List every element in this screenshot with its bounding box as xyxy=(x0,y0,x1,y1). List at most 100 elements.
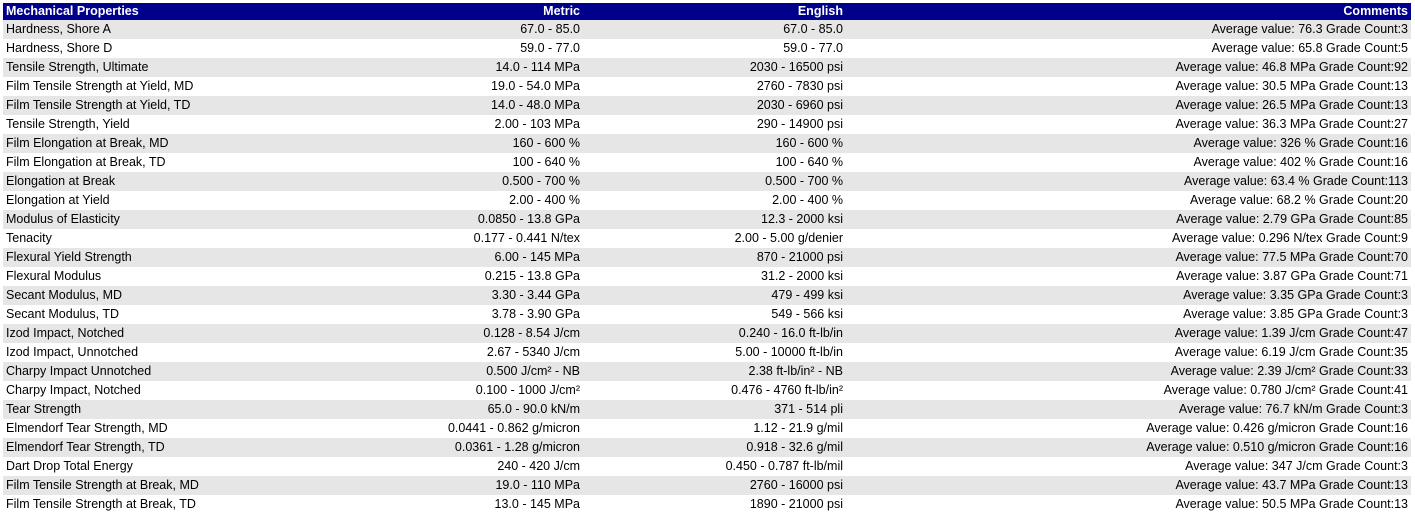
comments-cell: Average value: 347 J/cm Grade Count:3 xyxy=(846,457,1411,476)
property-name-cell: Hardness, Shore A xyxy=(3,20,353,39)
comments-cell: Average value: 326 % Grade Count:16 xyxy=(846,134,1411,153)
table-row: Elongation at Yield 2.00 - 400 % 2.00 - 40… xyxy=(3,191,1411,210)
comments-cell: Average value: 0.780 J/cm² Grade Count:4… xyxy=(846,381,1411,400)
table-row: Elmendorf Tear Strength, MD 0.0441 - 0.86… xyxy=(3,419,1411,438)
property-name-cell: Tensile Strength, Yield xyxy=(3,115,353,134)
table-row: Hardness, Shore A 67.0 - 85.0 67.0 - 85.0 A… xyxy=(3,20,1411,39)
header-mechanical-properties: Mechanical Properties xyxy=(3,3,353,20)
table-header-row: Mechanical Properties Metric English Com… xyxy=(3,3,1411,20)
property-name-cell: Film Tensile Strength at Yield, MD xyxy=(3,77,353,96)
table-row: Tensile Strength, Yield 2.00 - 103 MPa 290… xyxy=(3,115,1411,134)
comments-cell: Average value: 46.8 MPa Grade Count:92 xyxy=(846,58,1411,77)
english-value-cell: 2760 - 16000 psi xyxy=(583,476,846,495)
metric-value-cell: 6.00 - 145 MPa xyxy=(353,248,583,267)
metric-value-cell: 3.78 - 3.90 GPa xyxy=(353,305,583,324)
comments-cell: Average value: 3.35 GPa Grade Count:3 xyxy=(846,286,1411,305)
comments-cell: Average value: 6.19 J/cm Grade Count:35 xyxy=(846,343,1411,362)
table-body: Hardness, Shore A 67.0 - 85.0 67.0 - 85.0 A… xyxy=(3,20,1411,514)
comments-cell: Average value: 43.7 MPa Grade Count:13 xyxy=(846,476,1411,495)
comments-cell: Average value: 3.87 GPa Grade Count:71 xyxy=(846,267,1411,286)
english-value-cell: 479 - 499 ksi xyxy=(583,286,846,305)
english-value-cell: 371 - 514 pli xyxy=(583,400,846,419)
metric-value-cell: 0.0361 - 1.28 g/micron xyxy=(353,438,583,457)
table-row: Tear Strength 65.0 - 90.0 kN/m 371 - 514 p… xyxy=(3,400,1411,419)
english-value-cell: 2.00 - 400 % xyxy=(583,191,846,210)
comments-cell: Average value: 63.4 % Grade Count:113 xyxy=(846,172,1411,191)
table-row: Flexural Modulus 0.215 - 13.8 GPa 31.2 - 2… xyxy=(3,267,1411,286)
metric-value-cell: 0.500 - 700 % xyxy=(353,172,583,191)
property-name-cell: Film Elongation at Break, MD xyxy=(3,134,353,153)
english-value-cell: 59.0 - 77.0 xyxy=(583,39,846,58)
english-value-cell: 0.476 - 4760 ft-lb/in² xyxy=(583,381,846,400)
table-row: Elongation at Break 0.500 - 700 % 0.500 - … xyxy=(3,172,1411,191)
english-value-cell: 0.240 - 16.0 ft-lb/in xyxy=(583,324,846,343)
english-value-cell: 100 - 640 % xyxy=(583,153,846,172)
metric-value-cell: 2.67 - 5340 J/cm xyxy=(353,343,583,362)
comments-cell: Average value: 77.5 MPa Grade Count:70 xyxy=(846,248,1411,267)
property-name-cell: Izod Impact, Unnotched xyxy=(3,343,353,362)
english-value-cell: 0.450 - 0.787 ft-lb/mil xyxy=(583,457,846,476)
comments-cell: Average value: 30.5 MPa Grade Count:13 xyxy=(846,77,1411,96)
property-name-cell: Hardness, Shore D xyxy=(3,39,353,58)
table-row: Tensile Strength, Ultimate 14.0 - 114 MPa… xyxy=(3,58,1411,77)
table-row: Film Tensile Strength at Break, MD 19.0 -… xyxy=(3,476,1411,495)
table-row: Secant Modulus, MD 3.30 - 3.44 GPa 479 - 4… xyxy=(3,286,1411,305)
table-row: Film Tensile Strength at Yield, MD 19.0 -… xyxy=(3,77,1411,96)
header-metric: Metric xyxy=(353,3,583,20)
comments-cell: Average value: 68.2 % Grade Count:20 xyxy=(846,191,1411,210)
table-row: Charpy Impact Unnotched 0.500 J/cm² - NB 2… xyxy=(3,362,1411,381)
comments-cell: Average value: 76.7 kN/m Grade Count:3 xyxy=(846,400,1411,419)
english-value-cell: 2030 - 16500 psi xyxy=(583,58,846,77)
property-name-cell: Elongation at Yield xyxy=(3,191,353,210)
table-row: Flexural Yield Strength 6.00 - 145 MPa 870… xyxy=(3,248,1411,267)
metric-value-cell: 0.500 J/cm² - NB xyxy=(353,362,583,381)
metric-value-cell: 0.128 - 8.54 J/cm xyxy=(353,324,583,343)
metric-value-cell: 3.30 - 3.44 GPa xyxy=(353,286,583,305)
property-name-cell: Film Tensile Strength at Break, MD xyxy=(3,476,353,495)
property-name-cell: Elmendorf Tear Strength, MD xyxy=(3,419,353,438)
comments-cell: Average value: 402 % Grade Count:16 xyxy=(846,153,1411,172)
metric-value-cell: 0.215 - 13.8 GPa xyxy=(353,267,583,286)
metric-value-cell: 14.0 - 114 MPa xyxy=(353,58,583,77)
english-value-cell: 2.00 - 5.00 g/denier xyxy=(583,229,846,248)
metric-value-cell: 67.0 - 85.0 xyxy=(353,20,583,39)
metric-value-cell: 240 - 420 J/cm xyxy=(353,457,583,476)
metric-value-cell: 0.177 - 0.441 N/tex xyxy=(353,229,583,248)
comments-cell: Average value: 0.510 g/micron Grade Coun… xyxy=(846,438,1411,457)
metric-value-cell: 2.00 - 103 MPa xyxy=(353,115,583,134)
english-value-cell: 31.2 - 2000 ksi xyxy=(583,267,846,286)
property-name-cell: Secant Modulus, TD xyxy=(3,305,353,324)
english-value-cell: 1890 - 21000 psi xyxy=(583,495,846,514)
comments-cell: Average value: 1.39 J/cm Grade Count:47 xyxy=(846,324,1411,343)
property-name-cell: Secant Modulus, MD xyxy=(3,286,353,305)
english-value-cell: 2760 - 7830 psi xyxy=(583,77,846,96)
table-row: Tenacity 0.177 - 0.441 N/tex 2.00 - 5.00 g… xyxy=(3,229,1411,248)
english-value-cell: 2.38 ft-lb/in² - NB xyxy=(583,362,846,381)
english-value-cell: 12.3 - 2000 ksi xyxy=(583,210,846,229)
property-name-cell: Flexural Modulus xyxy=(3,267,353,286)
property-name-cell: Tensile Strength, Ultimate xyxy=(3,58,353,77)
comments-cell: Average value: 26.5 MPa Grade Count:13 xyxy=(846,96,1411,115)
english-value-cell: 160 - 600 % xyxy=(583,134,846,153)
property-name-cell: Elongation at Break xyxy=(3,172,353,191)
table-row: Izod Impact, Notched 0.128 - 8.54 J/cm 0.2… xyxy=(3,324,1411,343)
english-value-cell: 549 - 566 ksi xyxy=(583,305,846,324)
table-row: Izod Impact, Unnotched 2.67 - 5340 J/cm 5.… xyxy=(3,343,1411,362)
metric-value-cell: 19.0 - 54.0 MPa xyxy=(353,77,583,96)
metric-value-cell: 100 - 640 % xyxy=(353,153,583,172)
english-value-cell: 2030 - 6960 psi xyxy=(583,96,846,115)
metric-value-cell: 14.0 - 48.0 MPa xyxy=(353,96,583,115)
property-name-cell: Tear Strength xyxy=(3,400,353,419)
comments-cell: Average value: 2.79 GPa Grade Count:85 xyxy=(846,210,1411,229)
metric-value-cell: 160 - 600 % xyxy=(353,134,583,153)
table-row: Film Elongation at Break, TD 100 - 640 % 1… xyxy=(3,153,1411,172)
mechanical-properties-table: Mechanical Properties Metric English Com… xyxy=(3,3,1411,514)
english-value-cell: 0.500 - 700 % xyxy=(583,172,846,191)
property-name-cell: Tenacity xyxy=(3,229,353,248)
comments-cell: Average value: 36.3 MPa Grade Count:27 xyxy=(846,115,1411,134)
english-value-cell: 0.918 - 32.6 g/mil xyxy=(583,438,846,457)
table-row: Film Tensile Strength at Break, TD 13.0 -… xyxy=(3,495,1411,514)
table-row: Hardness, Shore D 59.0 - 77.0 59.0 - 77.0 A… xyxy=(3,39,1411,58)
property-name-cell: Charpy Impact Unnotched xyxy=(3,362,353,381)
metric-value-cell: 19.0 - 110 MPa xyxy=(353,476,583,495)
